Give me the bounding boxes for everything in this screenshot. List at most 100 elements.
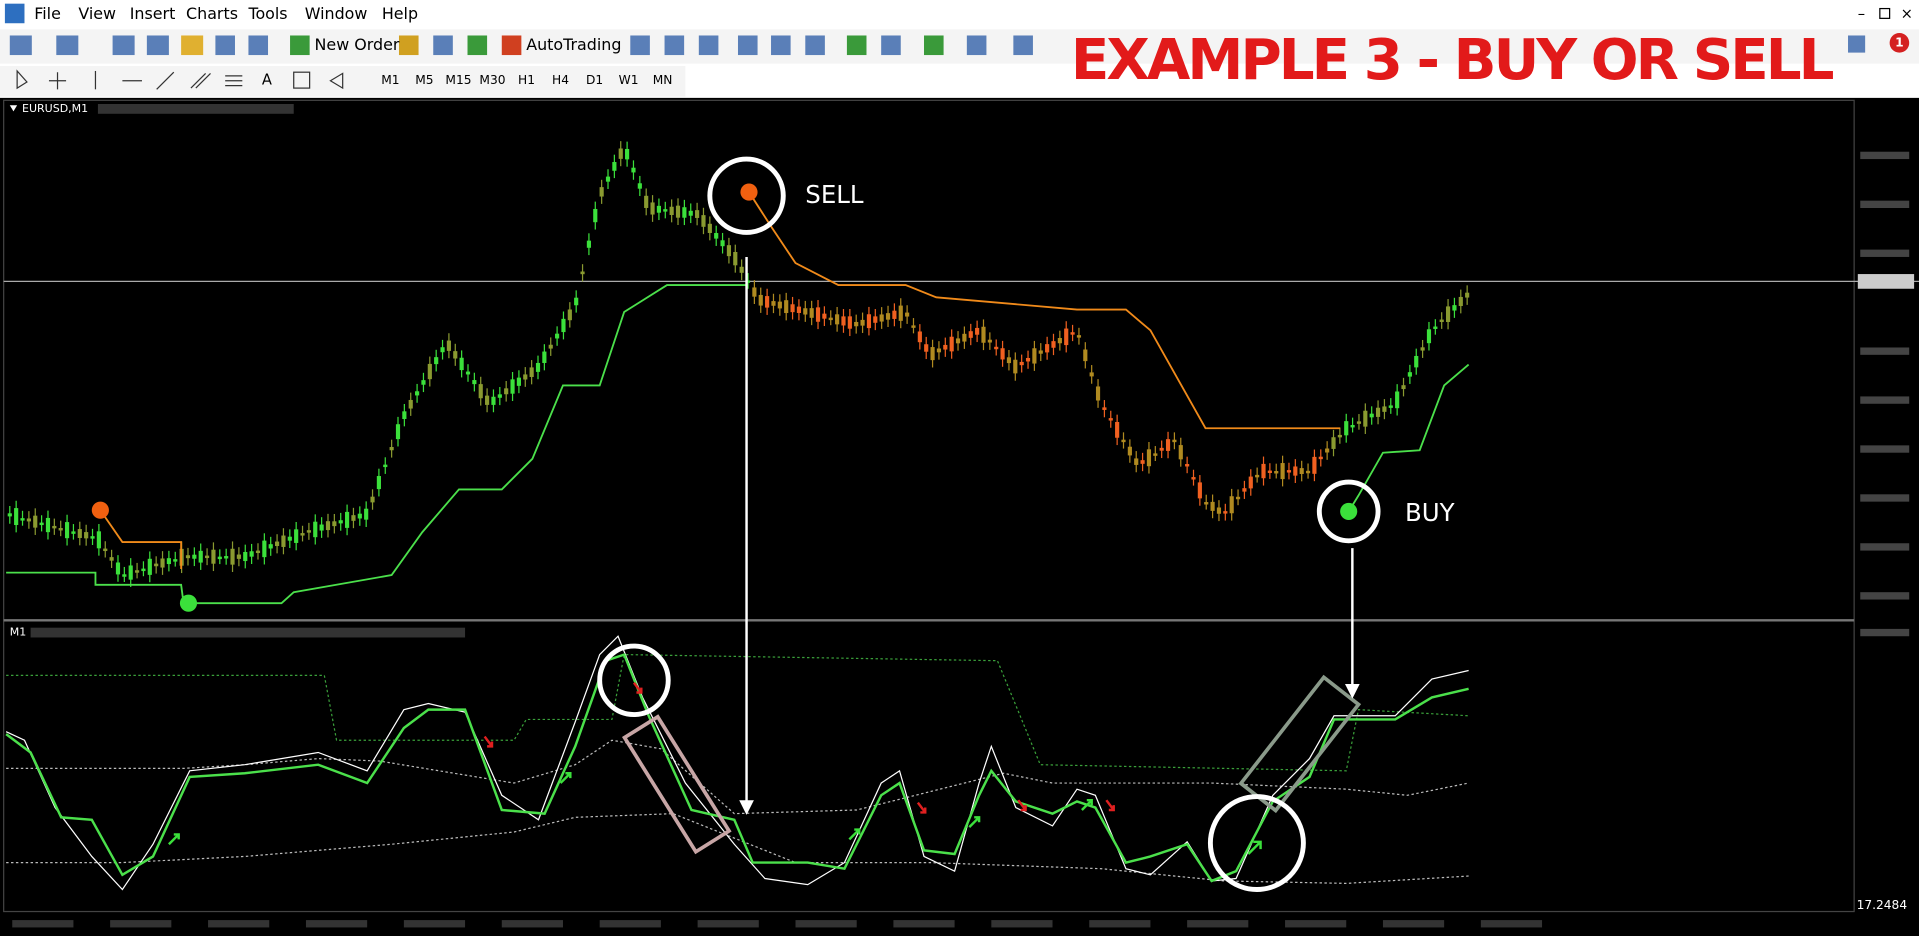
candle-body (204, 555, 210, 559)
candle-body (529, 367, 534, 377)
menu-item[interactable]: Tools (247, 4, 287, 23)
candle-body (968, 331, 973, 338)
candle-body (1159, 447, 1164, 451)
timeframe-button[interactable]: M1 (381, 73, 399, 87)
candle-body (1395, 391, 1400, 409)
candle-body (427, 363, 432, 380)
candle-body (7, 513, 12, 517)
indicator-label: M1 (10, 626, 27, 639)
candle-body (1337, 434, 1342, 438)
candle-body (325, 521, 331, 531)
time-axis-labels (12, 920, 1543, 928)
candle-body (103, 548, 108, 552)
trend-line-up (6, 284, 747, 605)
candle-body (300, 533, 305, 536)
notification-badge[interactable] (1889, 33, 1910, 53)
candle-body (465, 371, 471, 375)
autotrading-button[interactable]: AutoTrading (526, 35, 621, 54)
candle-body (497, 394, 502, 398)
menu-item[interactable]: File (34, 4, 61, 23)
candle-body (1083, 349, 1088, 362)
candle-body (911, 325, 916, 328)
band-upper (6, 653, 1469, 772)
candle-body (96, 531, 101, 549)
candle-body (1178, 445, 1183, 460)
candle-body (446, 340, 451, 351)
candle-body (930, 347, 935, 361)
candle-body (389, 447, 394, 451)
candle-body (319, 524, 324, 531)
restore[interactable] (1879, 7, 1891, 19)
timeframe-button[interactable]: M15 (445, 73, 471, 87)
menu-item[interactable]: Help (382, 4, 418, 23)
candle-body (90, 536, 95, 539)
candle-body (306, 530, 311, 533)
candle-body (1165, 439, 1171, 451)
candle-body (332, 521, 337, 527)
menu-item[interactable]: Window (305, 4, 368, 23)
candle-body (1127, 446, 1132, 456)
candle-body (408, 399, 413, 409)
menu-item[interactable]: Charts (186, 4, 238, 23)
candle-body (1108, 418, 1113, 421)
candle-body (166, 558, 171, 565)
candle-body (1000, 348, 1005, 360)
timeframe-button[interactable]: H4 (552, 73, 569, 87)
candle-body (1382, 406, 1387, 412)
candle-body (523, 374, 528, 380)
candle-body (1121, 439, 1126, 443)
sell-dot (91, 501, 109, 519)
candle-body (268, 544, 273, 549)
app-icon (4, 3, 25, 24)
candle-body (376, 476, 381, 490)
sell-circle (707, 156, 786, 235)
candle-body (434, 357, 439, 365)
candle-body (1401, 385, 1406, 390)
candles (7, 141, 1470, 587)
candle-body (777, 301, 782, 309)
candle-body (586, 240, 591, 248)
timeframe-button[interactable]: MN (653, 73, 673, 87)
toolbar-icons (9, 35, 1866, 56)
buy-dot (179, 594, 198, 612)
timeframe-button[interactable]: W1 (619, 73, 639, 87)
trend-line-down (99, 509, 183, 569)
close[interactable]: × (1901, 6, 1913, 23)
candle-body (981, 326, 986, 343)
buy-dot (1340, 502, 1358, 520)
collapse-icon (9, 105, 18, 112)
candle-body (294, 529, 299, 543)
candle-body (650, 202, 655, 215)
candle-body (962, 333, 967, 342)
timeframe-button[interactable]: D1 (586, 73, 603, 87)
candle-body (847, 316, 852, 329)
candle-body (1197, 482, 1202, 499)
candle-body (516, 377, 521, 386)
candle-body (1286, 470, 1292, 473)
candle-body (459, 357, 464, 371)
candle-body (1140, 460, 1145, 464)
candle-body (1038, 350, 1043, 354)
toolbar (0, 29, 1919, 64)
candle-body (1210, 501, 1215, 511)
timeframe-button[interactable]: M5 (415, 73, 433, 87)
timeframe-button[interactable]: H1 (518, 73, 535, 87)
menu-item[interactable]: View (78, 4, 116, 23)
new-order-button[interactable]: New Order (315, 35, 400, 54)
candle-body (574, 297, 579, 306)
candle-body (1267, 470, 1272, 474)
minimize[interactable]: – (1858, 6, 1865, 23)
menu-item[interactable]: Insert (130, 4, 176, 23)
candle-body (561, 318, 566, 333)
chart-frame (3, 99, 1855, 913)
candle-body (236, 554, 241, 559)
timeframe-button[interactable]: M30 (479, 73, 505, 87)
candle-body (796, 306, 802, 313)
sell-arrow-head (739, 800, 754, 815)
candle-body (1305, 470, 1311, 474)
candle-body (154, 563, 159, 567)
timeframes: M1 M5 M15 M30 H1 H4 D1 W1 MN (381, 73, 672, 87)
sell-dot (740, 183, 758, 201)
candle-body (1076, 335, 1082, 338)
